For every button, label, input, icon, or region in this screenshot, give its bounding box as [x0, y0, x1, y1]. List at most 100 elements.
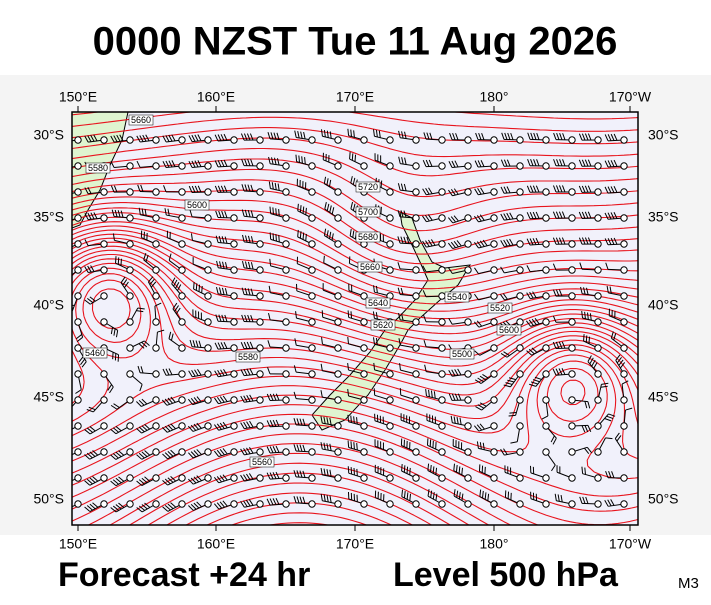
barb-station — [75, 137, 81, 143]
barb-station — [621, 397, 627, 403]
barb-station — [231, 189, 237, 195]
model-label: M3 — [678, 575, 699, 592]
contour-label: 5580 — [88, 163, 108, 173]
barb-feather — [402, 464, 403, 471]
barb-station — [543, 501, 549, 507]
barb-feather — [270, 232, 271, 239]
barb-station — [205, 267, 211, 273]
barb-station — [75, 241, 81, 247]
barb-feather — [279, 235, 280, 242]
barb-station — [283, 189, 289, 195]
lat-label: 50°S — [648, 491, 679, 507]
barb-station — [361, 423, 367, 429]
barb-station — [517, 163, 523, 169]
barb-station — [309, 423, 315, 429]
barb-feather — [582, 467, 583, 474]
barb-station — [413, 189, 419, 195]
barb-station — [595, 345, 601, 351]
barb-feather — [354, 416, 355, 423]
lat-label: 45°S — [33, 389, 64, 405]
lon-label: 170°E — [336, 536, 374, 552]
contour-label: 5580 — [238, 352, 258, 362]
barb-station — [387, 163, 393, 169]
barb-station — [231, 241, 237, 247]
barb-station — [283, 163, 289, 169]
barb-station — [309, 215, 315, 221]
barb-station — [257, 423, 263, 429]
lon-label: 160°E — [197, 89, 235, 105]
barb-station — [309, 267, 315, 273]
barb-station — [413, 501, 419, 507]
barb-station — [101, 319, 107, 325]
barb-station — [387, 423, 393, 429]
barb-station — [75, 475, 81, 481]
barb-feather — [305, 157, 306, 164]
lon-label: 170°E — [336, 89, 374, 105]
barb-station — [387, 137, 393, 143]
barb-station — [387, 371, 393, 377]
contour-label: 5600 — [499, 325, 519, 335]
barb-station — [127, 293, 133, 299]
barb-station — [491, 345, 497, 351]
barb-station — [283, 137, 289, 143]
barb-station — [517, 267, 523, 273]
barb-station — [465, 397, 471, 403]
contour-label: 5540 — [447, 292, 467, 302]
barb-station — [361, 449, 367, 455]
barb-station — [153, 241, 159, 247]
barb-station — [621, 475, 627, 481]
barb-station — [257, 319, 263, 325]
barb-station — [153, 397, 159, 403]
barb-station — [231, 267, 237, 273]
barb-station — [75, 163, 81, 169]
forecast-label: Forecast +24 hr — [58, 556, 310, 594]
barb-station — [153, 293, 159, 299]
barb-station — [127, 189, 133, 195]
barb-station — [283, 345, 289, 351]
barb-station — [387, 215, 393, 221]
barb-station — [595, 189, 601, 195]
barb-station — [335, 371, 341, 377]
barb-station — [569, 475, 575, 481]
barb-station — [569, 137, 575, 143]
barb-station — [153, 189, 159, 195]
barb-station — [309, 319, 315, 325]
barb-station — [231, 449, 237, 455]
barb-station — [439, 241, 445, 247]
lon-label: 150°E — [59, 89, 97, 105]
barb-station — [543, 397, 549, 403]
barb-station — [413, 267, 419, 273]
barb-station — [283, 475, 289, 481]
barb-station — [387, 449, 393, 455]
barb-station — [257, 371, 263, 377]
barb-station — [465, 423, 471, 429]
barb-station — [361, 501, 367, 507]
lon-label: 150°E — [59, 536, 97, 552]
barb-station — [361, 475, 367, 481]
barb-station — [413, 293, 419, 299]
barb-station — [179, 189, 185, 195]
barb-feather — [586, 335, 587, 342]
barb-station — [335, 293, 341, 299]
contour-label: 5640 — [368, 298, 388, 308]
barb-station — [309, 501, 315, 507]
barb-station — [127, 475, 133, 481]
barb-station — [413, 241, 419, 247]
barb-station — [543, 475, 549, 481]
barb-station — [309, 397, 315, 403]
barb-station — [75, 267, 81, 273]
barb-station — [569, 423, 575, 429]
barb-station — [127, 345, 133, 351]
barb-feather — [302, 156, 303, 163]
barb-feather — [404, 465, 405, 472]
contour-label: 5620 — [373, 320, 393, 330]
barb-station — [309, 449, 315, 455]
barb-station — [569, 345, 575, 351]
barb-feather — [407, 467, 408, 474]
barb-station — [491, 371, 497, 377]
barb-station — [543, 293, 549, 299]
barb-station — [465, 241, 471, 247]
barb-station — [231, 475, 237, 481]
barb-station — [621, 501, 627, 507]
contour-label: 5720 — [358, 182, 378, 192]
